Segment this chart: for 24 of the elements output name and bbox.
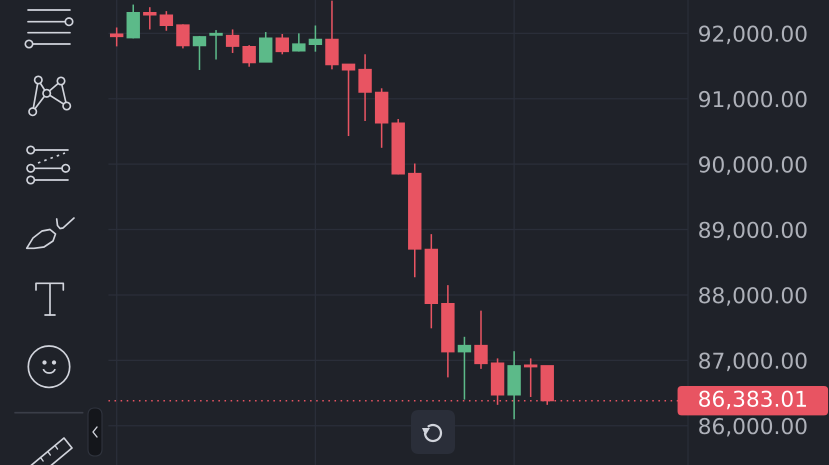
candlestick (226, 28, 240, 54)
y-tick-label: 89,000.00 (699, 222, 807, 240)
candlestick (474, 310, 488, 370)
candlestick (192, 35, 206, 71)
candlestick (308, 24, 322, 52)
candlestick (458, 336, 472, 400)
y-tick-label: 87,000.00 (699, 352, 807, 372)
y-tick-label: 91,000.00 (699, 90, 807, 110)
y-tick-label: 90,000.00 (699, 156, 807, 175)
candlestick (176, 23, 190, 50)
candlestick (524, 358, 538, 398)
candlestick (160, 10, 174, 32)
y-tick-label: 92,000.00 (699, 26, 807, 44)
candlestick (276, 33, 289, 56)
candlestick (110, 26, 124, 48)
candlestick (143, 6, 156, 30)
y-tick-label: 86,000.00 (699, 418, 807, 437)
y-tick-label: 88,000.00 (699, 287, 807, 306)
candlestick (342, 63, 356, 137)
candlestick (292, 32, 306, 52)
candlestick (209, 29, 223, 60)
ref-line-label: 86,383.01 (699, 390, 806, 410)
candlestick (358, 54, 372, 122)
candlestick (242, 44, 256, 68)
